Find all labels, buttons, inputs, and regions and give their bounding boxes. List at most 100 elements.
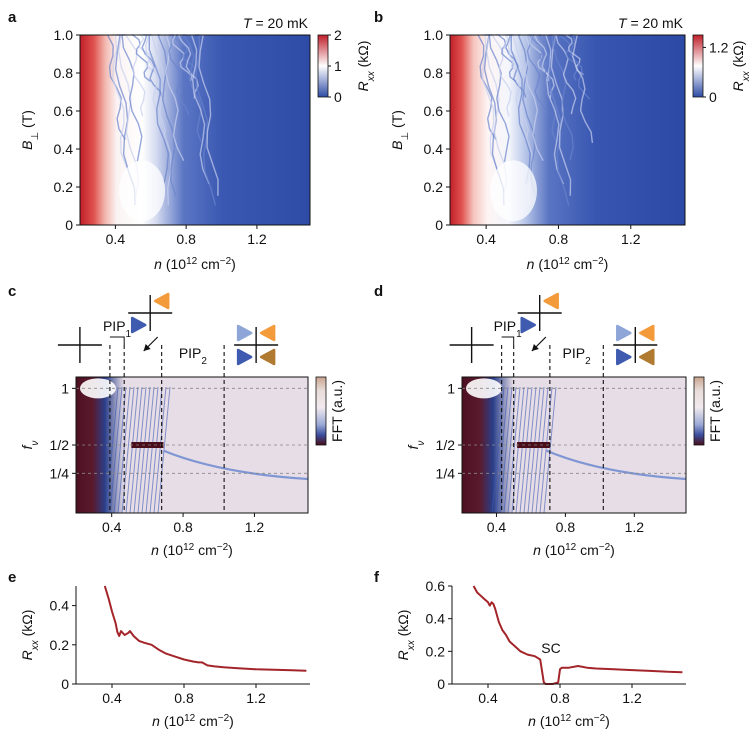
y-tick-label-a: 0.6 [54,103,74,119]
y-tick-label-b: 0.8 [424,65,444,81]
y-tick-label-d: 1/4 [436,465,456,481]
label-part: cm [194,542,217,558]
colorbar-tick-label-b: 0 [709,89,717,105]
panel-label-a: a [8,9,17,26]
label-part: ⊥ [400,132,411,141]
triangle-icon [259,348,276,366]
label-part: R [395,650,411,660]
label-part: n [528,713,536,729]
heatmap-field-a [80,35,310,225]
colorbar-label-d: FFT (a.u.) [707,380,723,442]
x-tick-label-d: 0.8 [556,519,576,535]
x-tick-label-a: 0.4 [106,231,126,247]
triangle-icon [130,316,147,334]
fft-streak [153,386,167,514]
panel-label-c: c [8,283,16,300]
fft-trail [546,449,687,481]
pip1-bracket [109,336,125,345]
y-tick-label-d: 1/2 [436,437,456,453]
oscillation-fringe [524,34,544,162]
axes-frame-b [449,34,686,226]
y-tick-label-a: 0.8 [54,65,74,81]
fft-streak [109,386,123,514]
oscillation-fringe [571,34,594,143]
oscillation-fringe [164,34,185,162]
colorbar-label-c: FFT (a.u.) [329,380,345,442]
label-part: 12 [184,713,196,724]
cross-with-triangles-icon [128,292,173,334]
label-part: n [152,713,160,729]
x-tick-label-c: 1.2 [245,519,265,535]
series-line-f [472,585,683,685]
cross-icon [57,327,102,363]
label-part: ) [231,256,236,272]
oscillation-fringe [502,34,523,75]
x-tick-label-f: 0.8 [550,690,570,706]
triangle-icon [153,292,170,310]
label-part: (10 [541,542,565,558]
y-tick-label-c: 1/4 [50,465,70,481]
oscillation-fringe [510,34,531,184]
label-part: ) [605,713,610,729]
label-part: ) [229,713,234,729]
label-part: (10 [534,256,558,272]
label-part: cm [197,256,220,272]
fft-streak [519,386,533,514]
label-part: 12 [559,256,571,267]
oscillation-fringe [545,34,565,185]
y-tick-label-b: 0 [435,217,443,233]
panel-title-b: T = 20 mK [618,15,684,31]
y-axis-label-f: Rxx (kΩ) [395,610,417,661]
pointer-arrowhead [143,344,151,351]
x-tick-label-a: 1.2 [247,231,267,247]
oscillation-fringe [477,34,497,140]
annotation-pip2-c: PIP2 [179,345,208,367]
x-axis-label-c: n (1012 cm−2) [151,542,233,559]
fft-streak [129,386,143,514]
oscillation-fringe [537,34,558,142]
label-part: ν [30,441,41,446]
pip1-bracket [501,336,515,345]
label-part: n [533,542,541,558]
oscillation-fringe [148,34,170,184]
label-part: B [19,141,35,150]
oscillation-fringe [195,34,217,206]
oscillation-fringe [481,34,503,183]
annotation-pip1-d: PIP1 [494,318,523,340]
label-part: 1 [516,329,522,340]
colorbar-d [693,376,705,446]
triangle-icon [543,292,559,310]
oscillation-fringe [507,34,529,141]
y-axis-label-d: fν [405,441,427,450]
label-part: ) [610,542,615,558]
series-line-e [103,585,307,672]
label-part: 1 [126,329,132,340]
oscillation-fringe [182,34,203,142]
triangle-icon [616,348,632,366]
label-part: PIP [179,345,202,361]
fft-half-filling-feature [131,442,164,448]
fft-streak [515,386,529,514]
fft-streak [523,386,537,514]
oscillation-fringe [144,34,167,141]
x-tick-label-e: 0.8 [174,690,194,706]
x-axis-label-d: n (1012 cm−2) [533,542,615,559]
oscillation-fringe [141,34,163,98]
label-part: cm [195,713,218,729]
label-part: 12 [183,542,195,553]
heatmap-d [461,376,687,514]
y-tick-label-b: 0.6 [424,103,444,119]
label-part: cm [576,542,599,558]
heatmap-c [75,376,309,514]
fft-streak [105,386,119,514]
y-axis-label-e: Rxx (kΩ) [19,610,41,661]
cross-with-triangles-icon [234,324,279,366]
label-part: (kΩ) [395,610,411,641]
x-tick-label-b: 0.8 [549,231,569,247]
triangle-icon [236,348,253,366]
heatmap-a [79,34,311,226]
label-part: −2 [594,713,606,724]
colorbar-label-a: Rxx (kΩ) [355,41,377,92]
cross-with-triangles-icon [517,292,562,334]
